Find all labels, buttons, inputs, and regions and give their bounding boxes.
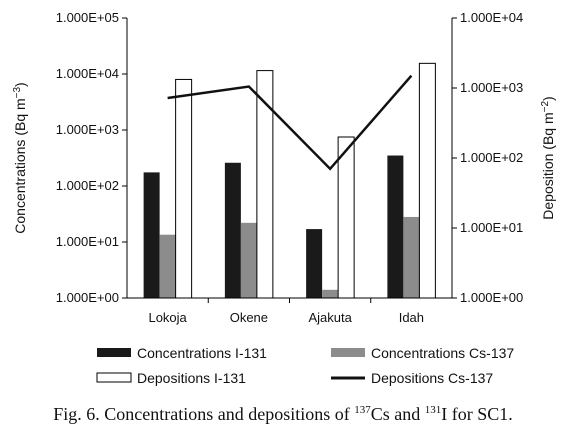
- left-axis-title: Concentrations (Bq m−3): [12, 82, 28, 233]
- left-tick-label: 1.000E+03: [56, 122, 119, 137]
- right-axis-title: Deposition (Bq m−2): [540, 96, 556, 219]
- legend-label: Concentrations Cs-137: [371, 345, 514, 361]
- deposition-cs137-line: [167, 74, 413, 171]
- left-tick-label: 1.000E+01: [56, 234, 119, 249]
- left-tick-label: 1.000E+02: [56, 178, 119, 193]
- bar: [387, 155, 404, 298]
- axes: [126, 18, 453, 303]
- bar: [143, 172, 160, 298]
- line-path: [167, 74, 413, 171]
- right-tick-label: 1.000E+00: [460, 290, 523, 305]
- right-axis-ticks: 1.000E+00 1.000E+01 1.000E+02 1.000E+03 1.00…: [452, 10, 523, 305]
- bar: [159, 234, 176, 298]
- legend: Concentrations I-131 Concentrations Cs-13…: [96, 345, 514, 386]
- legend-label: Depositions I-131: [137, 370, 246, 386]
- legend-swatch: [96, 372, 132, 383]
- bar: [322, 289, 339, 298]
- legend-swatch: [97, 348, 131, 357]
- category-labels: Lokoja Okene Ajakuta Idah: [148, 310, 424, 325]
- left-tick-label: 1.000E+04: [56, 66, 119, 81]
- legend-swatch: [331, 348, 365, 357]
- category-label: Lokoja: [148, 310, 187, 325]
- right-tick-label: 1.000E+01: [460, 220, 523, 235]
- bar: [418, 62, 436, 299]
- category-label: Idah: [399, 310, 424, 325]
- bar: [403, 216, 420, 298]
- right-tick-label: 1.000E+03: [460, 80, 523, 95]
- bar: [256, 70, 274, 299]
- bar: [175, 78, 193, 299]
- legend-label: Concentrations I-131: [137, 345, 267, 361]
- category-label: Ajakuta: [308, 310, 352, 325]
- right-tick-label: 1.000E+02: [460, 150, 523, 165]
- bar: [224, 162, 241, 298]
- category-label: Okene: [230, 310, 268, 325]
- legend-label: Depositions Cs-137: [371, 370, 493, 386]
- left-axis-ticks: 1.000E+00 1.000E+01 1.000E+02 1.000E+03 1.00…: [56, 10, 127, 305]
- bar: [240, 222, 257, 298]
- left-tick-label: 1.000E+00: [56, 290, 119, 305]
- right-tick-label: 1.000E+04: [460, 10, 523, 25]
- bar: [306, 229, 323, 298]
- bar: [337, 136, 355, 299]
- bars: [143, 62, 436, 299]
- left-tick-label: 1.000E+05: [56, 10, 119, 25]
- figure-caption: Fig. 6. Concentrations and depositions o…: [53, 404, 512, 424]
